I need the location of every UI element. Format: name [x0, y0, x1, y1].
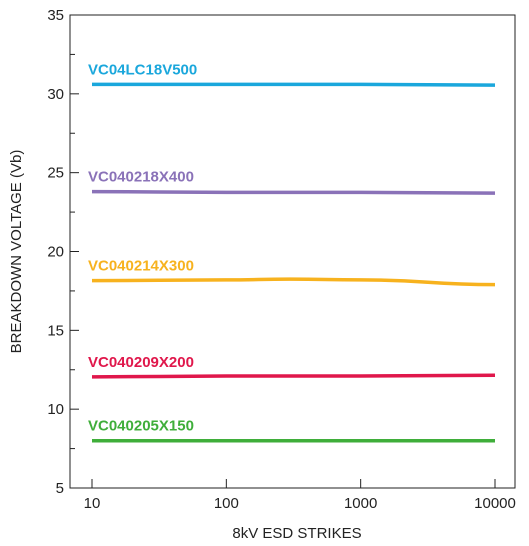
- series-lines: [91, 82, 496, 443]
- y-tick-label: 5: [56, 480, 64, 497]
- x-tick-label: 100: [214, 495, 239, 512]
- y-tick-label: 20: [47, 244, 64, 261]
- series-line: [91, 277, 496, 287]
- series-line: [92, 82, 496, 87]
- series-label: VC040205X150: [88, 418, 194, 435]
- x-axis: 10 100 1000 10000: [84, 479, 516, 512]
- x-axis-title: 8kV ESD STRIKES: [232, 525, 361, 542]
- y-tick-label: 35: [47, 7, 64, 24]
- x-tick-label: 10: [84, 495, 101, 512]
- x-tick-label: 10000: [474, 495, 516, 512]
- x-tick-label: 1000: [344, 495, 377, 512]
- series-label: VC040209X200: [88, 354, 194, 371]
- series-line: [91, 189, 496, 195]
- y-tick-label: 10: [47, 401, 64, 418]
- y-tick-label: 15: [47, 322, 64, 339]
- y-axis: 5 10 15 20 25 30 35: [47, 7, 79, 497]
- series-line: [91, 373, 496, 379]
- series-label: VC040214X300: [88, 258, 194, 275]
- y-axis-title: BREAKDOWN VOLTAGE (Vb): [8, 150, 25, 354]
- y-tick-label: 30: [47, 86, 64, 103]
- series-label: VC040218X400: [88, 169, 194, 186]
- series-labels: VC04LC18V500 VC040218X400 VC040214X300 VC04…: [88, 61, 197, 434]
- series-label: VC04LC18V500: [88, 61, 197, 78]
- y-tick-label: 25: [47, 165, 64, 182]
